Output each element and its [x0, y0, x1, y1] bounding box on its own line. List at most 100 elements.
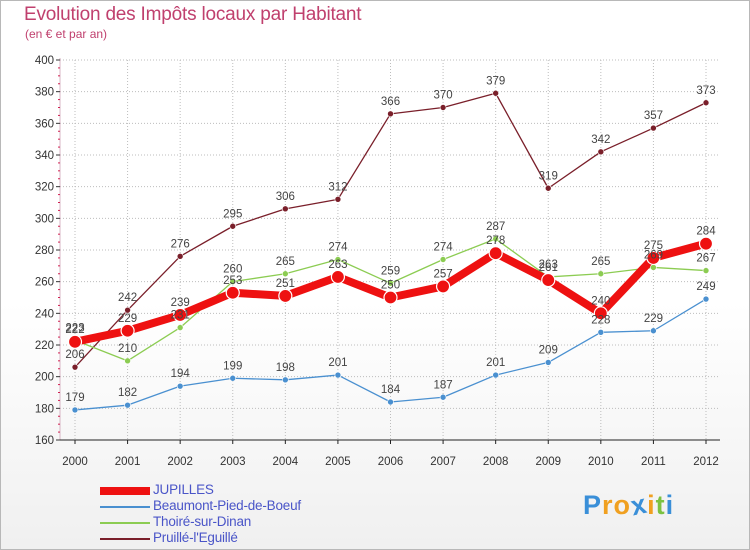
data-label: 263	[539, 259, 558, 271]
y-tick-label: 260	[35, 277, 54, 289]
data-label: 357	[644, 110, 663, 122]
data-label: 312	[328, 181, 347, 193]
data-label: 222	[65, 324, 84, 336]
data-label: 261	[539, 262, 558, 274]
data-point	[650, 264, 657, 271]
data-point	[492, 89, 499, 97]
data-label: 239	[171, 297, 190, 309]
legend-label: Thoiré-sur-Dinan	[153, 514, 252, 529]
x-tick-label: 2004	[273, 456, 299, 468]
y-tick-label: 400	[35, 55, 54, 67]
data-label: 276	[171, 238, 190, 250]
data-point	[120, 323, 135, 338]
data-point	[492, 371, 499, 379]
data-label: 263	[328, 259, 347, 271]
data-point	[282, 205, 289, 213]
data-point	[71, 363, 79, 371]
logo-letter: o	[613, 490, 632, 520]
data-point	[435, 279, 451, 294]
x-tick-label: 2003	[220, 456, 246, 468]
data-label: 242	[118, 292, 137, 304]
legend-label: JUPILLES	[153, 482, 214, 497]
logo-letter: r	[602, 490, 614, 520]
data-point	[439, 256, 447, 263]
data-point	[124, 401, 131, 409]
data-point	[492, 235, 499, 243]
y-tick-label: 340	[35, 150, 54, 162]
x-tick-label: 2002	[167, 456, 193, 468]
data-label: 199	[223, 360, 242, 372]
data-label: 260	[223, 264, 242, 276]
data-point	[646, 250, 661, 266]
y-tick-label: 180	[35, 403, 54, 415]
data-label: 251	[276, 278, 295, 290]
y-tick-label: 320	[35, 182, 54, 194]
logo-letter: i	[647, 490, 656, 520]
data-label: 198	[276, 362, 295, 374]
data-point	[71, 406, 79, 414]
y-tick-label: 380	[35, 87, 54, 99]
y-tick-label: 220	[35, 340, 54, 352]
data-point	[229, 222, 237, 230]
data-point	[225, 285, 240, 300]
data-point	[176, 324, 184, 331]
data-label: 267	[696, 253, 715, 265]
data-label: 319	[539, 170, 558, 182]
chart-subtitle: (en € et par an)	[25, 27, 108, 41]
data-label: 223	[65, 322, 84, 334]
data-point	[334, 371, 342, 379]
data-point	[650, 124, 657, 132]
data-point	[334, 256, 342, 263]
data-label: 253	[223, 275, 242, 287]
legend-swatch	[100, 522, 150, 524]
data-point	[176, 382, 184, 390]
data-point	[67, 334, 83, 349]
data-point	[650, 327, 657, 335]
data-label: 184	[381, 384, 401, 396]
data-label: 259	[381, 265, 400, 277]
x-tick-label: 2009	[535, 456, 561, 468]
data-label: 269	[644, 249, 663, 261]
legend-swatch	[100, 506, 150, 508]
data-label: 265	[276, 256, 295, 268]
data-label: 201	[486, 357, 505, 369]
data-point	[124, 306, 131, 314]
data-label: 370	[433, 90, 452, 102]
data-point	[282, 376, 289, 384]
data-label: 306	[276, 191, 295, 203]
data-point	[278, 288, 293, 304]
proxiti-logo: Proxiti	[583, 489, 674, 522]
data-point	[330, 269, 346, 285]
data-label: 284	[696, 226, 716, 238]
data-label: 278	[486, 235, 505, 247]
logo-letter: P	[583, 490, 603, 520]
data-point	[597, 270, 605, 278]
data-label: 240	[591, 295, 610, 307]
data-point	[702, 267, 710, 274]
logo-letter: t	[655, 490, 666, 520]
y-tick-label: 240	[35, 308, 54, 320]
data-label: 209	[539, 344, 558, 356]
data-label: 228	[591, 314, 610, 326]
x-tick-label: 2000	[62, 456, 88, 468]
data-point	[334, 196, 342, 203]
data-label: 257	[433, 268, 452, 280]
data-label: 179	[65, 392, 84, 404]
data-label: 194	[171, 368, 191, 380]
data-label: 295	[223, 208, 242, 220]
y-tick-label: 360	[35, 118, 54, 130]
legend-swatch	[100, 487, 150, 495]
data-point	[383, 290, 398, 305]
data-label: 379	[486, 75, 505, 87]
data-label: 265	[591, 256, 610, 268]
x-tick-label: 2011	[641, 456, 666, 468]
data-point	[544, 184, 552, 192]
x-tick-label: 2006	[378, 456, 404, 468]
data-point	[229, 278, 237, 285]
data-point	[597, 329, 605, 336]
data-label: 373	[696, 85, 715, 97]
data-point	[387, 398, 394, 406]
data-point	[124, 357, 131, 365]
y-tick-label: 200	[35, 372, 54, 384]
